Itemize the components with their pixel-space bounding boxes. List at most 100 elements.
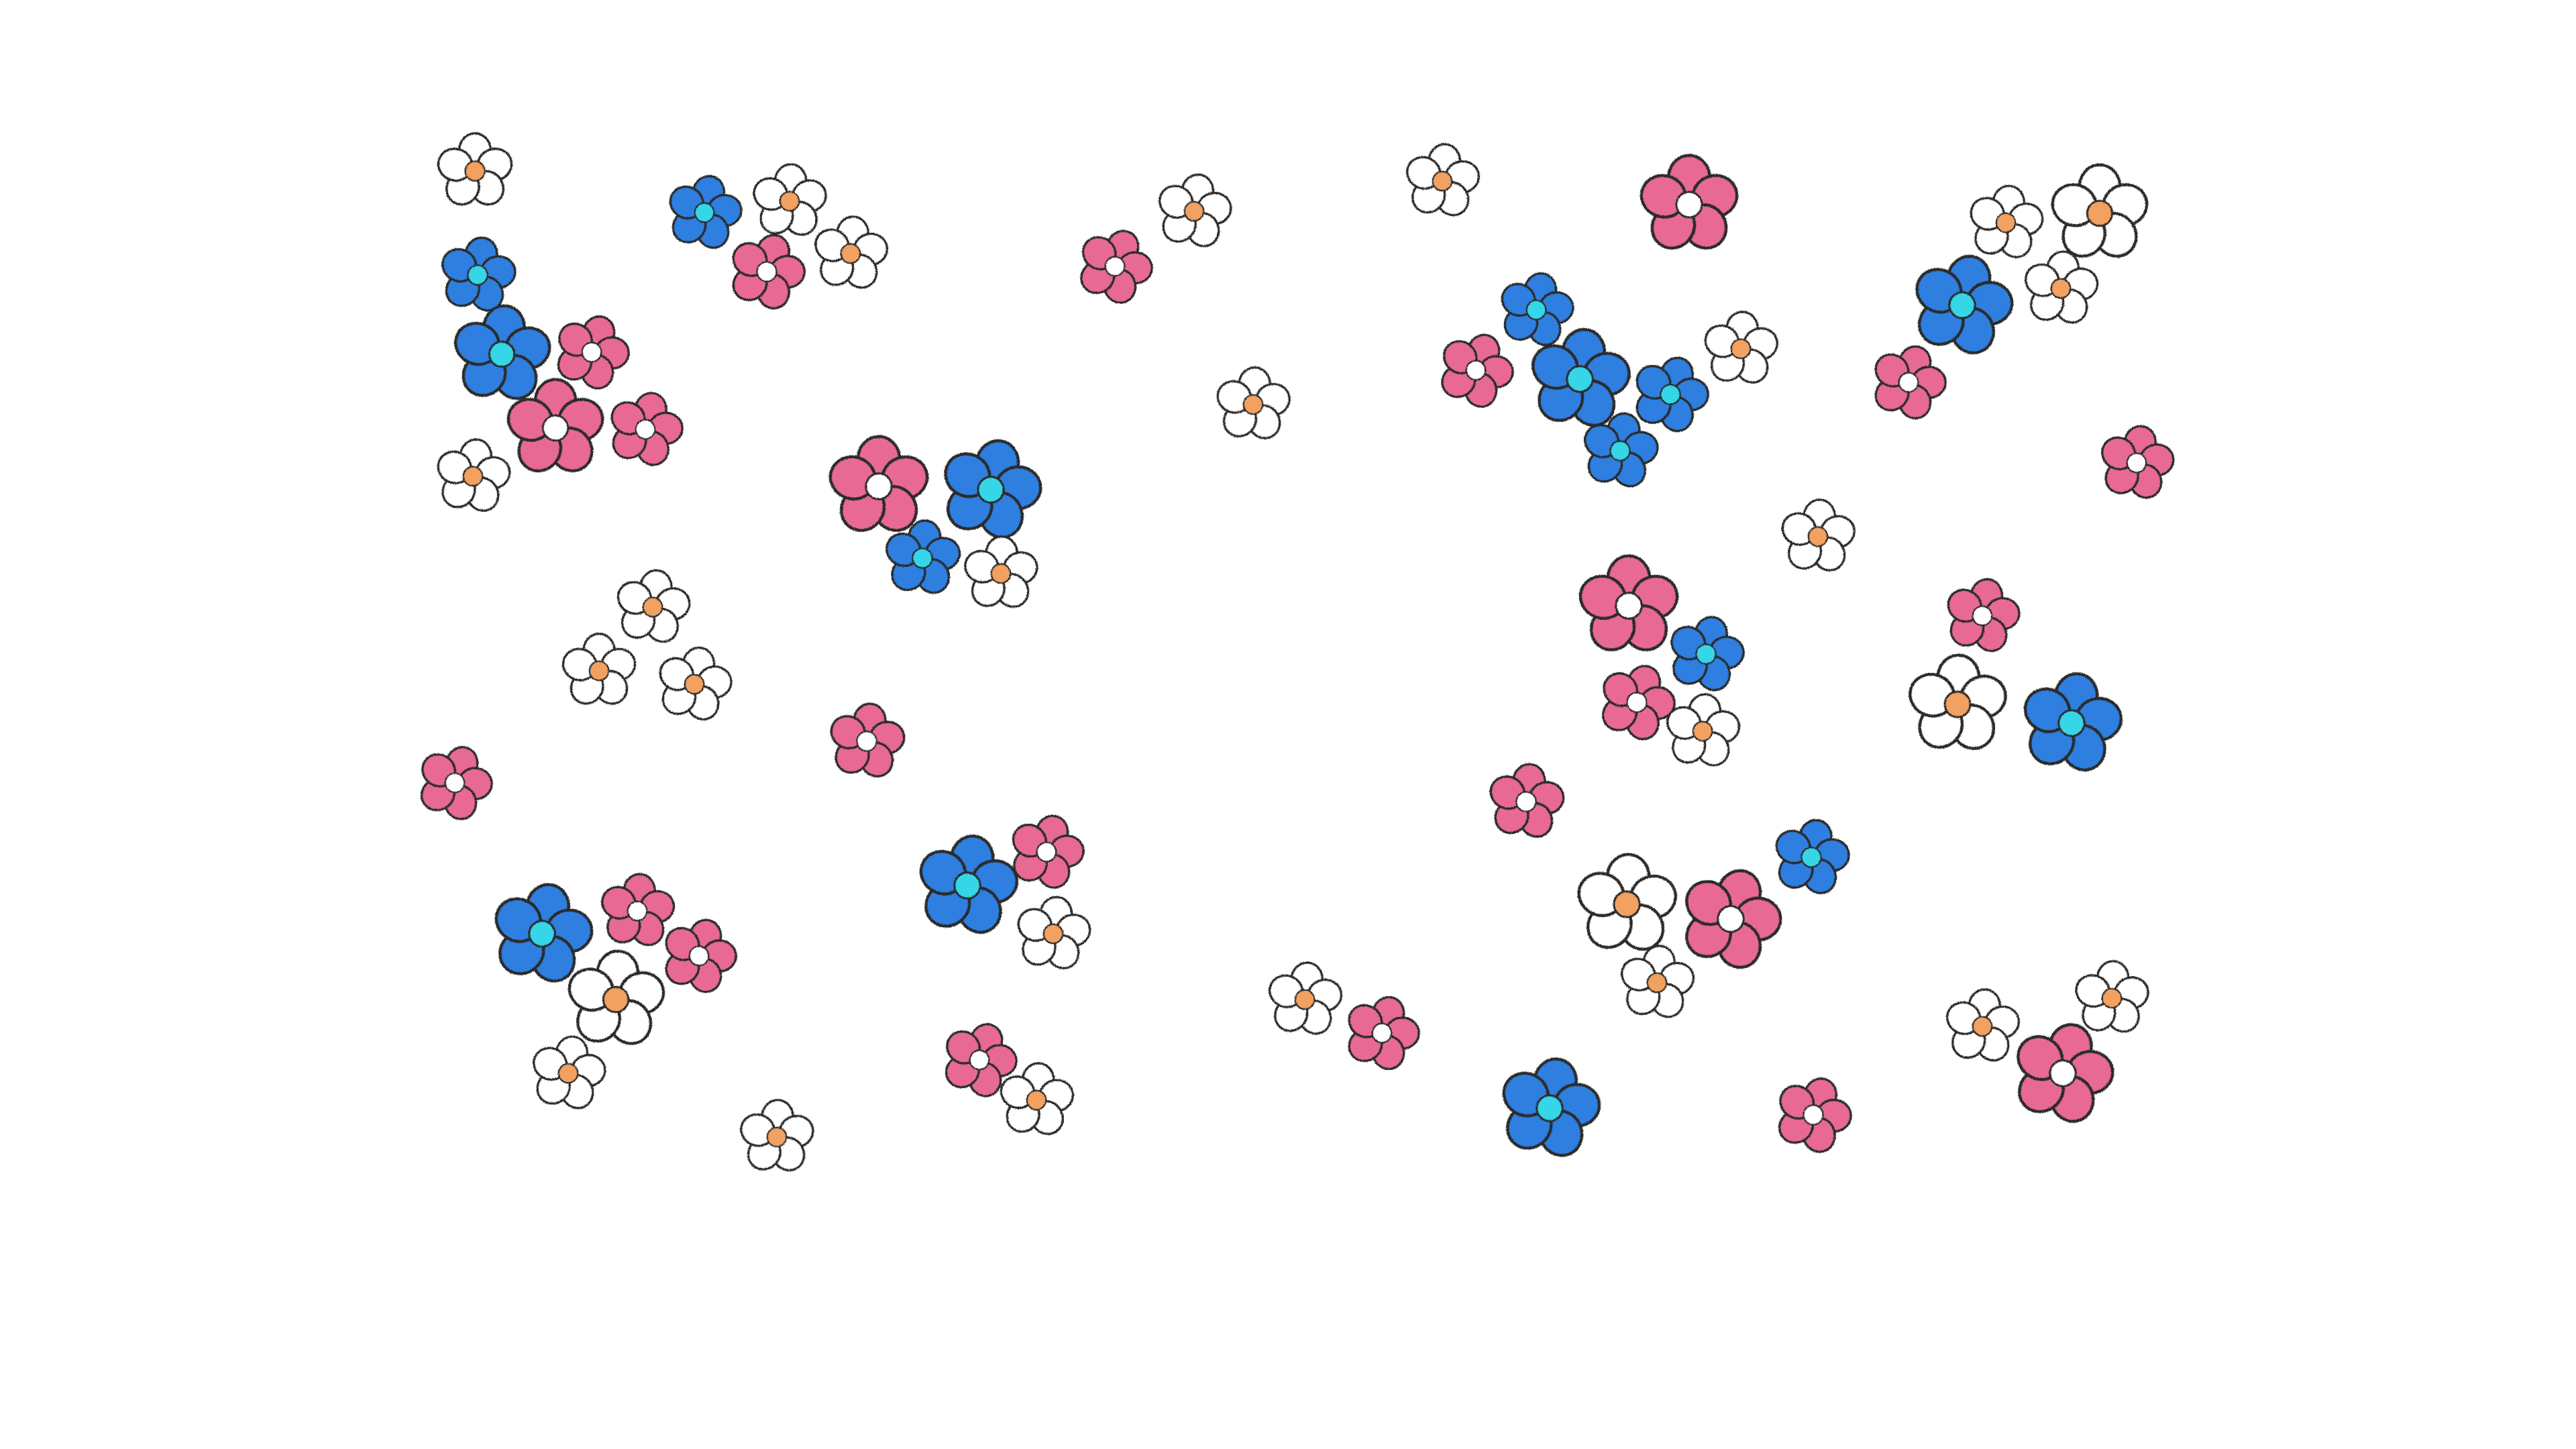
white-flower <box>616 569 691 643</box>
flower-center <box>642 596 663 618</box>
flower-center <box>588 660 610 682</box>
flower-center <box>856 731 877 752</box>
flower-center <box>1026 1089 1047 1111</box>
pink-flower <box>1640 154 1739 250</box>
blue-flower <box>1502 1057 1601 1157</box>
white-flower <box>1621 945 1695 1018</box>
flower-center <box>1675 191 1703 219</box>
pink-flower <box>420 746 493 820</box>
flower-center <box>528 920 556 948</box>
pink-flower <box>665 918 737 994</box>
pink-flower <box>1874 345 1947 420</box>
flower-center <box>953 871 981 900</box>
white-flower <box>561 633 637 705</box>
white-flower <box>1406 143 1481 217</box>
flower-center <box>1566 365 1594 393</box>
pink-flower <box>1012 814 1085 889</box>
flower-center <box>467 264 488 286</box>
flower-center <box>1515 791 1537 812</box>
flower-center <box>2049 1059 2077 1087</box>
blue-flower <box>1501 272 1574 346</box>
flower-center <box>912 547 933 569</box>
blue-flower <box>1915 254 2014 355</box>
flower-center <box>464 160 486 182</box>
flower-center <box>2101 987 2123 1009</box>
white-flower <box>1704 311 1778 384</box>
pink-flower <box>732 233 806 310</box>
flower-center <box>694 202 715 223</box>
white-flower <box>1970 184 2044 258</box>
flower-center <box>1801 847 1822 868</box>
pink-flower <box>1578 554 1679 651</box>
flower-center <box>462 466 484 487</box>
white-flower <box>1017 896 1091 969</box>
pink-flower <box>1947 578 2021 652</box>
flower-center <box>602 985 630 1014</box>
flower-center <box>865 472 893 500</box>
pink-flower <box>610 392 684 466</box>
flower-center <box>1525 299 1547 321</box>
white-flower <box>1577 853 1677 951</box>
flower-center <box>1104 256 1126 277</box>
blue-flower <box>1775 818 1850 894</box>
flower-center <box>2050 278 2072 299</box>
flower-center <box>1536 1094 1564 1122</box>
pink-flower <box>830 702 906 777</box>
flower-center <box>2086 199 2114 227</box>
white-flower <box>437 132 513 206</box>
flower-center <box>1465 360 1487 381</box>
flower-center <box>1807 526 1829 547</box>
white-flower <box>2025 250 2099 324</box>
flower-center <box>627 900 648 922</box>
blue-flower <box>494 883 594 983</box>
blue-flower <box>1532 327 1631 427</box>
blue-flower <box>441 236 517 312</box>
white-flower <box>1666 693 1741 767</box>
flower-center <box>2057 709 2086 737</box>
flower-center <box>2126 452 2147 474</box>
flower-center <box>444 772 466 794</box>
flower-center <box>1972 1016 1993 1037</box>
white-flower <box>814 215 889 289</box>
pink-flower <box>2101 425 2175 499</box>
blue-flower <box>1584 412 1659 488</box>
pink-flower <box>506 378 604 473</box>
flower-center <box>977 476 1005 504</box>
flower-center <box>1609 440 1631 462</box>
flower-center <box>1036 841 1057 863</box>
white-flower <box>1946 988 2021 1062</box>
blue-flower <box>669 174 743 249</box>
white-flower <box>1781 498 1856 572</box>
flower-center <box>1615 592 1643 620</box>
blue-flower <box>454 304 551 400</box>
flower-center <box>1898 372 1919 393</box>
flower-center <box>1371 1022 1393 1044</box>
flower-center <box>969 1049 990 1071</box>
flower-center <box>635 419 656 440</box>
white-flower <box>1269 961 1343 1035</box>
pink-flower <box>557 315 630 390</box>
flower-center <box>1660 384 1681 405</box>
flower-center <box>1943 690 1972 718</box>
blue-flower <box>2023 672 2123 771</box>
flower-center <box>557 1063 579 1084</box>
white-flower <box>753 163 827 236</box>
flower-center <box>1692 720 1713 742</box>
white-flower <box>437 438 511 512</box>
flower-center <box>1730 338 1752 360</box>
flower-center <box>1042 923 1064 945</box>
pink-flower <box>1778 1077 1852 1153</box>
flower-center <box>1972 605 1993 627</box>
flower-center <box>1995 212 2017 233</box>
white-flower <box>964 535 1038 608</box>
pink-flower <box>601 873 676 947</box>
white-flower <box>1216 366 1291 439</box>
flower-center <box>756 261 777 282</box>
flower-center <box>840 243 861 264</box>
blue-flower <box>919 835 1019 934</box>
flower-center <box>1646 972 1668 994</box>
white-flower <box>2075 960 2149 1033</box>
pink-flower <box>1601 665 1676 741</box>
